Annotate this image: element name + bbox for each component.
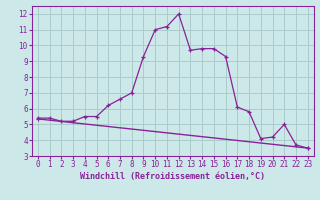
X-axis label: Windchill (Refroidissement éolien,°C): Windchill (Refroidissement éolien,°C)	[80, 172, 265, 181]
